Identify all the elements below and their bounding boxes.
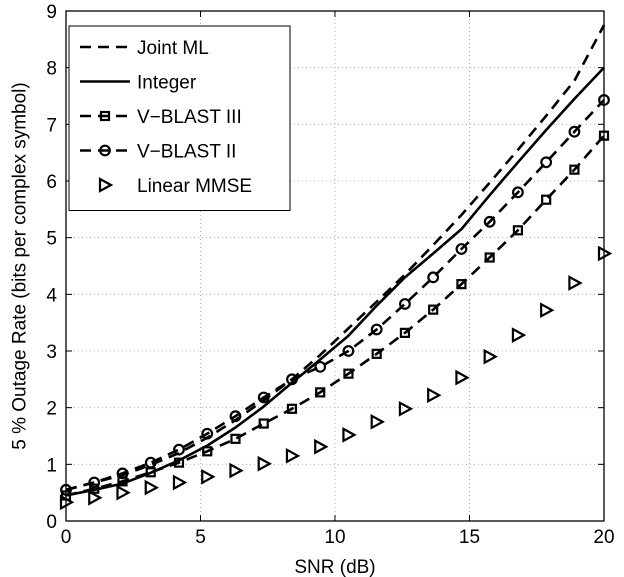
y-tick-label: 6 (46, 172, 57, 193)
x-tick-label: 0 (61, 527, 72, 548)
data-point-circle (201, 427, 214, 440)
legend-label: Joint ML (137, 38, 209, 59)
data-point-circle (427, 271, 440, 284)
legend-entry: Joint ML (80, 38, 209, 59)
data-point-triangle (540, 302, 555, 319)
data-point-triangle (201, 468, 216, 485)
data-point-circle (483, 215, 496, 228)
data-point-triangle (172, 474, 188, 491)
data-point-square (512, 225, 524, 236)
legend-label: Linear MMSE (137, 176, 252, 197)
data-point-circle (173, 443, 185, 456)
data-point-circle (286, 373, 298, 386)
data-point-circle (568, 125, 581, 138)
data-point-triangle (314, 438, 329, 455)
data-point-square (399, 327, 411, 338)
data-point-circle (99, 144, 111, 157)
legend-label: Integer (137, 73, 197, 94)
data-point-triangle (116, 484, 131, 501)
data-point-square (428, 304, 439, 315)
data-point-square (541, 194, 552, 205)
data-point-triangle (257, 455, 273, 472)
data-point-triangle (98, 177, 114, 193)
data-point-square (286, 403, 298, 414)
data-point-circle (144, 456, 157, 469)
x-tick-label: 15 (459, 527, 480, 548)
legend-entry: V−BLAST III (80, 107, 242, 128)
data-point-triangle (427, 387, 442, 404)
data-point-triangle (229, 462, 244, 479)
data-point-triangle (285, 447, 301, 464)
data-point-circle (540, 156, 553, 169)
x-tick-label: 10 (324, 527, 345, 548)
data-point-triangle (144, 479, 160, 496)
x-axis-label: SNR (dB) (294, 557, 375, 577)
data-point-circle (512, 186, 524, 199)
y-axis-label: 5 % Outage Rate (bits per complex symbol… (10, 82, 31, 450)
data-point-circle (88, 476, 101, 489)
series-4 (60, 94, 610, 496)
data-point-square (258, 418, 269, 429)
y-tick-label: 3 (46, 342, 57, 363)
data-point-circle (342, 345, 355, 357)
y-tick-label: 4 (46, 285, 57, 306)
data-point-triangle (483, 348, 498, 365)
data-point-triangle (342, 427, 357, 443)
legend-label: V−BLAST II (137, 142, 236, 163)
y-tick-label: 5 (46, 229, 57, 250)
y-tick-label: 9 (46, 2, 57, 23)
data-point-square (99, 110, 111, 122)
x-tick-label: 20 (593, 527, 614, 548)
data-point-circle (116, 467, 129, 480)
legend-box (68, 25, 291, 211)
x-tick-label: 5 (195, 527, 206, 548)
y-tick-label: 2 (46, 399, 57, 420)
data-point-circle (314, 360, 327, 373)
data-point-square (89, 483, 100, 494)
data-point-square (315, 387, 326, 398)
data-point-triangle (568, 275, 583, 291)
legend-entry: Linear MMSE (98, 176, 252, 197)
legend: Joint ML Integer V−BLAST III V−BLAST II Line… (68, 25, 291, 211)
data-point-triangle (370, 413, 385, 430)
data-point-triangle (88, 489, 103, 506)
data-point-triangle (398, 400, 414, 417)
y-tick-label: 1 (46, 455, 57, 476)
data-point-square (230, 433, 241, 444)
data-point-square (484, 252, 495, 263)
y-tick-label: 8 (46, 59, 57, 80)
legend-entry: V−BLAST II (80, 142, 236, 163)
axis-ticks: 0 5 10 15 20 0 1 2 3 4 5 6 7 8 9 (46, 2, 614, 548)
y-tick-label: 7 (46, 115, 57, 136)
data-point-circle (370, 323, 383, 336)
data-point-square (202, 446, 213, 457)
data-point-square (173, 457, 185, 468)
data-point-circle (399, 298, 411, 310)
data-point-circle (257, 391, 270, 404)
series-5 (59, 245, 613, 511)
y-tick-label: 0 (46, 512, 57, 533)
data-point-circle (455, 243, 468, 255)
grid (66, 11, 604, 521)
data-point-triangle (455, 369, 470, 386)
data-point-square (371, 348, 382, 359)
data-point-square (456, 279, 467, 290)
legend-label: V−BLAST III (137, 107, 242, 128)
data-point-triangle (511, 327, 527, 343)
data-point-circle (229, 410, 242, 423)
data-point-square (569, 164, 580, 175)
legend-entry: Integer (80, 73, 197, 94)
data-point-square (343, 368, 354, 379)
